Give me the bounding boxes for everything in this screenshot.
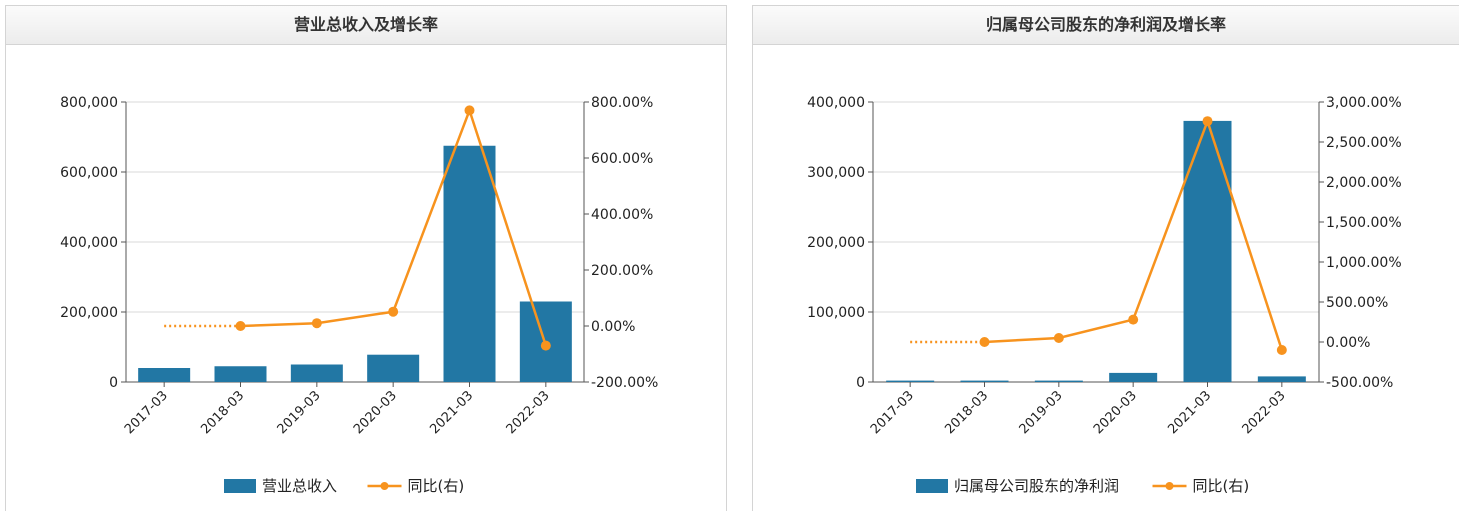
- legend-line-label: 同比(右): [408, 477, 465, 495]
- x-axis-tick-label: 2019-03: [1017, 388, 1066, 437]
- growth-point: [311, 318, 322, 329]
- left-axis-tick-label: 600,000: [60, 165, 118, 181]
- x-axis-tick-label: 2021-03: [427, 388, 476, 437]
- bar: [443, 145, 496, 382]
- left-axis-tick-label: 0: [109, 375, 118, 391]
- left-axis-tick-label: 100,000: [807, 305, 865, 321]
- bar: [290, 364, 343, 382]
- growth-point: [1128, 314, 1139, 325]
- growth-point: [388, 306, 399, 317]
- bar: [886, 380, 935, 382]
- growth-point: [979, 337, 990, 347]
- x-axis-tick-label: 2022-03: [1240, 388, 1289, 437]
- right-axis-tick-label: 0.00%: [1326, 335, 1370, 351]
- x-axis-tick-label: 2018-03: [942, 388, 991, 437]
- bar: [367, 354, 420, 382]
- left-axis-tick-label: 400,000: [807, 95, 865, 111]
- left-axis-tick-label: 200,000: [807, 235, 865, 251]
- right-axis-tick-label: 500.00%: [1326, 295, 1388, 311]
- revenue-chart-title: 营业总收入及增长率: [6, 6, 726, 45]
- revenue-chart: 0 200,000 400,000 600,000 800,000 -200.00% 0.0…: [60, 95, 658, 495]
- right-axis-tick-label: 3,000.00%: [1326, 95, 1402, 111]
- right-axis-tick-label: -500.00%: [1326, 375, 1393, 391]
- bar: [1034, 380, 1083, 382]
- right-axis-tick-label: -200.00%: [591, 375, 658, 391]
- right-axis-tick-label: 1,500.00%: [1326, 215, 1402, 231]
- x-axis-tick-label: 2021-03: [1165, 388, 1214, 437]
- bar: [1183, 120, 1232, 383]
- x-axis-tick-label: 2018-03: [198, 388, 247, 437]
- left-axis-tick-label: 300,000: [807, 165, 865, 181]
- right-axis-tick-label: 2,000.00%: [1326, 175, 1402, 191]
- left-axis-tick-label: 0: [856, 375, 865, 391]
- growth-point: [1276, 345, 1287, 355]
- left-axis-tick-label: 800,000: [60, 95, 118, 111]
- legend-bar-label: 营业总收入: [262, 477, 337, 495]
- right-axis-tick-label: 200.00%: [591, 263, 653, 279]
- net-profit-chart-title: 归属母公司股东的净利润及增长率: [753, 6, 1459, 45]
- right-axis-tick-label: 2,500.00%: [1326, 135, 1402, 151]
- left-axis-tick-label: 400,000: [60, 235, 118, 251]
- bar: [138, 368, 191, 382]
- legend-line-label: 同比(右): [1193, 477, 1250, 495]
- growth-point: [235, 321, 246, 331]
- growth-point: [1053, 333, 1064, 343]
- legend-bar-swatch: [224, 479, 256, 493]
- x-axis-tick-label: 2017-03: [122, 388, 171, 437]
- right-axis-tick-label: 600.00%: [591, 151, 653, 167]
- net-profit-chart: 0 100,000 200,000 300,000 400,000 -500.00% 0.0…: [807, 95, 1402, 495]
- growth-point: [464, 105, 475, 116]
- revenue-chart-panel: 营业总收入及增长率 0 200,000 400,000 600,000 800,000 -…: [5, 5, 727, 511]
- legend-bar-label: 归属母公司股东的净利润: [954, 477, 1119, 495]
- bar: [214, 366, 267, 382]
- right-axis-tick-label: 0.00%: [591, 319, 635, 335]
- x-axis-tick-label: 2020-03: [1091, 388, 1140, 437]
- right-axis-tick-label: 400.00%: [591, 207, 653, 223]
- growth-point: [540, 340, 551, 351]
- x-axis-tick-label: 2019-03: [275, 388, 324, 437]
- right-axis-tick-label: 1,000.00%: [1326, 255, 1402, 271]
- right-axis-tick-label: 800.00%: [591, 95, 653, 111]
- bar: [960, 380, 1009, 382]
- x-axis-tick-label: 2017-03: [868, 388, 917, 437]
- left-axis-tick-label: 200,000: [60, 305, 118, 321]
- legend-line-marker: [380, 482, 389, 490]
- net-profit-chart-panel: 归属母公司股东的净利润及增长率 0 100,000 200,000 300,000 40…: [752, 5, 1459, 511]
- x-axis-tick-label: 2022-03: [504, 388, 553, 437]
- legend-line-marker: [1165, 482, 1174, 490]
- growth-point: [1202, 116, 1213, 127]
- bar: [1257, 376, 1306, 382]
- bar: [1109, 372, 1158, 382]
- x-axis-tick-label: 2020-03: [351, 388, 400, 437]
- legend-bar-swatch: [916, 479, 948, 493]
